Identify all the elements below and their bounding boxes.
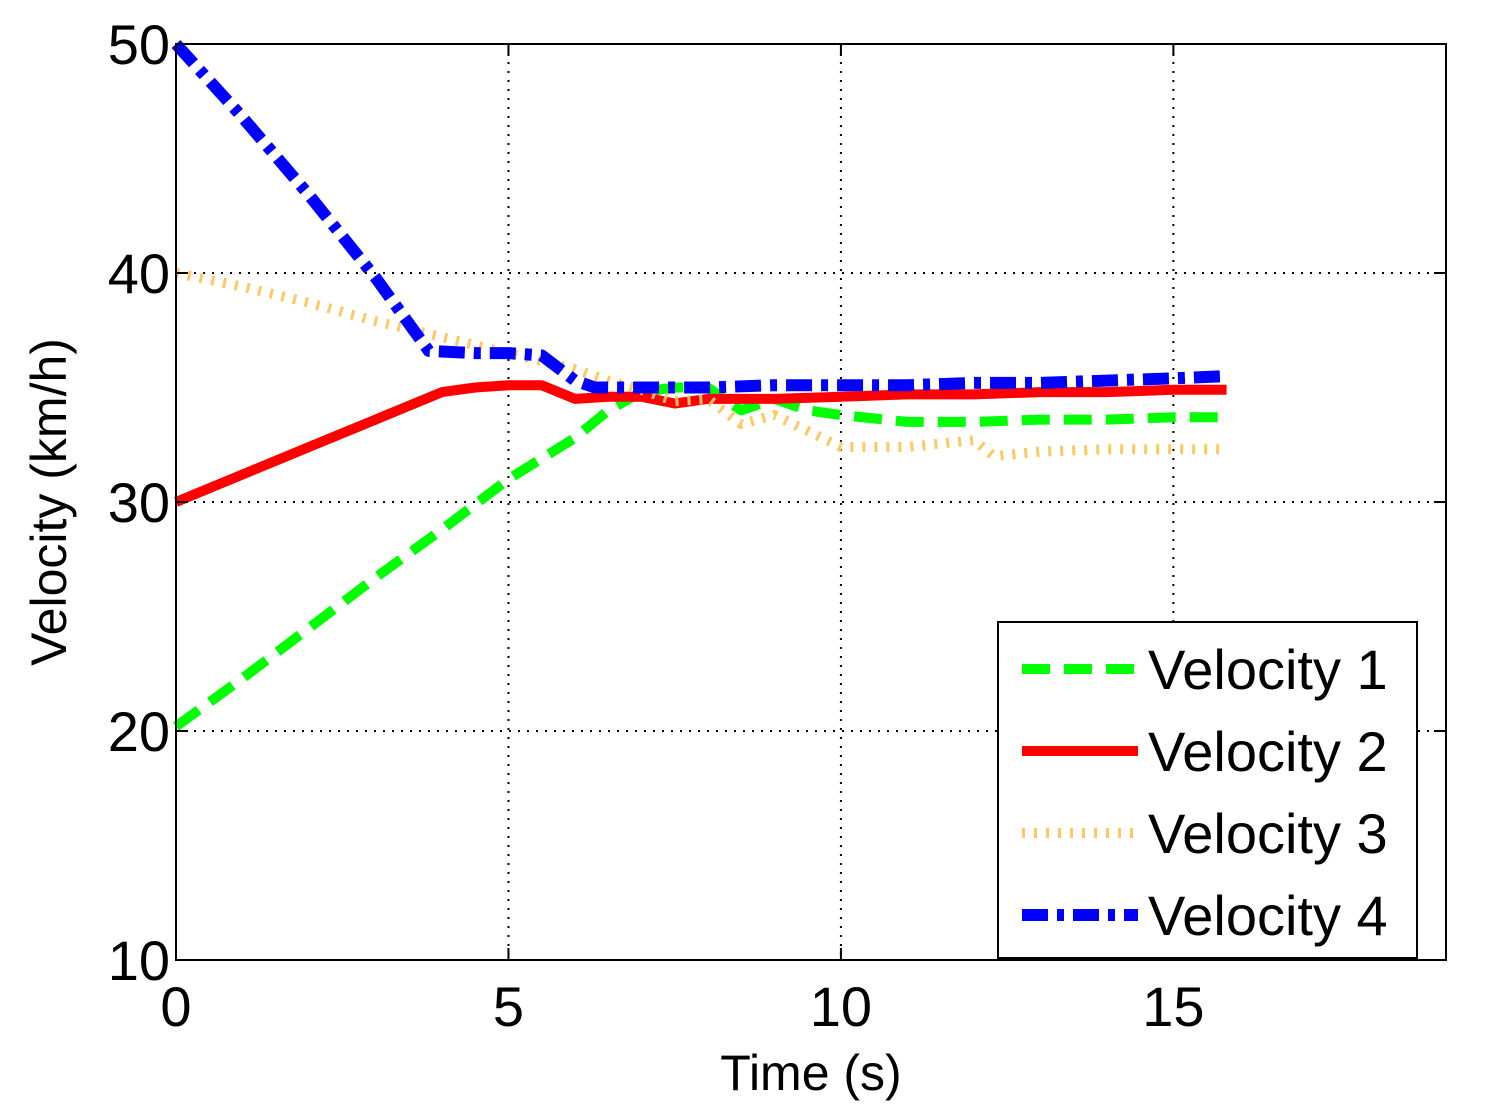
axis-ticks: 0 5 10 15 10 20 30 40 50 <box>108 13 1446 1038</box>
legend-box <box>997 621 1418 959</box>
legend-label-velocity-3: Velocity 3 <box>1148 802 1388 865</box>
y-tick-label: 50 <box>108 13 170 76</box>
x-tick-label: 0 <box>160 975 191 1038</box>
x-tick-label: 10 <box>810 975 872 1038</box>
legend-label-velocity-1: Velocity 1 <box>1148 638 1388 701</box>
series-line-velocity-2 <box>174 380 1227 507</box>
series-lines <box>171 39 1227 731</box>
y-axis-label: Velocity (km/h) <box>21 338 77 666</box>
x-tick-label: 15 <box>1142 975 1204 1038</box>
y-tick-label: 20 <box>108 700 170 763</box>
y-tick-label: 10 <box>108 929 170 992</box>
legend: Velocity 1 Velocity 2 Velocity 3 Velocity 4 <box>997 621 1418 959</box>
legend-label-velocity-4: Velocity 4 <box>1148 884 1388 947</box>
legend-label-velocity-2: Velocity 2 <box>1148 720 1388 783</box>
y-tick-label: 40 <box>108 242 170 305</box>
series-line-velocity-4 <box>171 39 1227 394</box>
x-tick-label: 5 <box>493 975 524 1038</box>
y-tick-label: 30 <box>108 471 170 534</box>
x-axis-label: Time (s) <box>720 1045 901 1101</box>
